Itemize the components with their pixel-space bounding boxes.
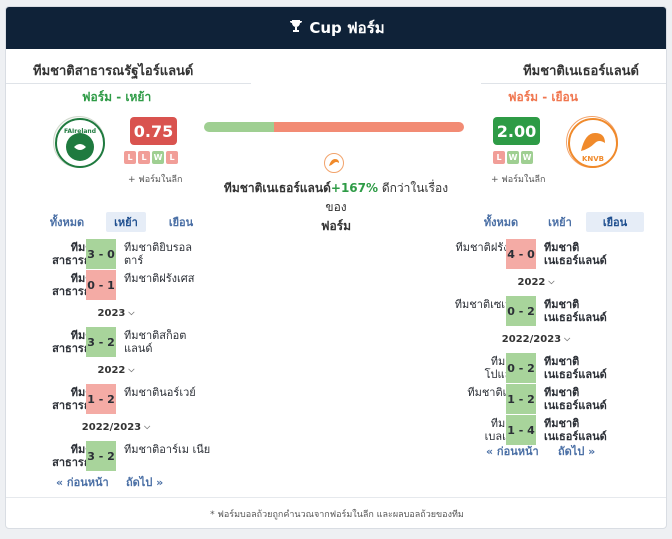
home-next-button[interactable]: ถัดไป » bbox=[126, 476, 164, 489]
match-score: 0 - 2 bbox=[506, 353, 536, 383]
match-row[interactable]: ทีมชาติฝรั่งเศส 4 - 0 ทีมชาติ เนเธอร์แลนด์ bbox=[436, 239, 636, 269]
match-away-team: ทีมชาตินอร์เวย์ bbox=[124, 386, 196, 399]
away-league-form-link[interactable]: + ฟอร์มในลีก bbox=[491, 175, 546, 185]
match-row[interactable]: ทีมชาติ เบลเยียม1 - 4ทีมชาติ เนเธอร์แลนด… bbox=[436, 415, 636, 445]
season-label: 2022 bbox=[517, 276, 546, 288]
match-row[interactable]: ทีมชาติ สาธารณรัฐ3 - 2ทีมชาติสก็อตแลนด์ bbox=[16, 327, 216, 357]
match-score: 0 - 1 bbox=[86, 270, 116, 300]
match-row[interactable]: ทีมชาติ สาธารณรัฐ3 - 0ทีมชาติยิบรอล ตาร์ bbox=[16, 239, 216, 269]
away-team-logo: KNVB bbox=[566, 116, 618, 168]
match-row[interactable]: ทีมชาติเซเนกัล 0 - 2 ทีมชาติ เนเธอร์แลนด์ bbox=[436, 296, 636, 326]
home-share-bar bbox=[204, 122, 275, 132]
footer-note: * ฟอร์มบอลถ้วยถูกคำนวณจากฟอร์มในลีก และผ… bbox=[210, 510, 464, 520]
comparison-summary: ทีมชาติเนเธอร์แลนด์+167% ดีกว่าในเรื่อง … bbox=[206, 179, 466, 236]
season-header[interactable]: 2022/2023 ⌵ bbox=[16, 417, 216, 437]
tab-away[interactable]: เยือน bbox=[586, 212, 644, 232]
away-form-score: 2.00 bbox=[493, 117, 540, 145]
match-score: 0 - 2 bbox=[506, 296, 536, 326]
home-form-label: ฟอร์ม - เหย้า bbox=[82, 90, 152, 104]
tab-away[interactable]: เยือน bbox=[168, 216, 194, 229]
away-mini-logo bbox=[324, 153, 344, 173]
season-label: 2022 bbox=[97, 364, 126, 376]
tab-all[interactable]: ทั้งหมด bbox=[483, 216, 519, 229]
match-away-team: ทีมชาติ เนเธอร์แลนด์ bbox=[544, 386, 607, 412]
recent-result-badge: L bbox=[166, 151, 178, 164]
match-score: 3 - 0 bbox=[86, 239, 116, 269]
match-row[interactable]: ทีมชาติ สาธารณรัฐ1 - 2ทีมชาตินอร์เวย์ bbox=[16, 384, 216, 414]
comparison-line3: ฟอร์ม bbox=[320, 219, 352, 233]
season-header[interactable]: 2023 ⌵ bbox=[16, 303, 216, 323]
match-score: 3 - 2 bbox=[86, 441, 116, 471]
away-share-bar bbox=[274, 122, 464, 132]
season-header[interactable]: 2022 ⌵ bbox=[436, 272, 636, 292]
match-away-team: ทีมชาติ เนเธอร์แลนด์ bbox=[544, 241, 607, 267]
home-prev-button[interactable]: « ก่อนหน้า bbox=[56, 476, 109, 489]
match-score: 1 - 2 bbox=[506, 384, 536, 414]
divider bbox=[481, 83, 666, 84]
recent-result-badge: W bbox=[521, 151, 533, 164]
comparison-team: ทีมชาติเนเธอร์แลนด์ bbox=[223, 181, 331, 195]
home-team-name: ทีมชาติสาธารณรัฐไอร์แลนด์ bbox=[33, 64, 194, 79]
trophy-icon bbox=[289, 19, 303, 37]
away-next-button[interactable]: ถัดไป » bbox=[558, 445, 596, 458]
away-match-list: ทีมชาติฝรั่งเศส 4 - 0 ทีมชาติ เนเธอร์แลนด์… bbox=[436, 239, 636, 471]
match-score: 3 - 2 bbox=[86, 327, 116, 357]
match-away-team: ทีมชาติ เนเธอร์แลนด์ bbox=[544, 298, 607, 324]
home-form-score: 0.75 bbox=[130, 117, 177, 145]
comparison-line2: ของ bbox=[325, 200, 347, 214]
tab-home[interactable]: เหย้า bbox=[106, 212, 146, 232]
away-team-name: ทีมชาติเนเธอร์แลนด์ bbox=[523, 64, 639, 79]
chevron-down-icon: ⌵ bbox=[548, 277, 555, 286]
season-header[interactable]: 2022 ⌵ bbox=[16, 360, 216, 380]
match-away-team: ทีมชาติยิบรอล ตาร์ bbox=[124, 241, 192, 267]
season-header[interactable]: 2022/2023 ⌵ bbox=[436, 329, 636, 349]
match-away-team: ทีมชาติฝรั่งเศส bbox=[124, 272, 195, 285]
card-header: Cup ฟอร์ม bbox=[6, 7, 666, 49]
home-league-form-link[interactable]: + ฟอร์มในลีก bbox=[128, 175, 183, 185]
match-away-team: ทีมชาติ เนเธอร์แลนด์ bbox=[544, 355, 607, 381]
match-away-team: ทีมชาติ เนเธอร์แลนด์ bbox=[544, 417, 607, 443]
comparison-percent: +167% bbox=[330, 181, 379, 195]
recent-result-badge: W bbox=[152, 151, 164, 164]
home-team-logo: FAIreland bbox=[53, 116, 105, 168]
cup-form-card: Cup ฟอร์ม ทีมชาติสาธารณรัฐไอร์แลนด์ ทีมช… bbox=[5, 6, 667, 529]
match-row[interactable]: ทีมชาติ โปแลนด์0 - 2ทีมชาติ เนเธอร์แลนด์ bbox=[436, 353, 636, 383]
recent-result-badge: L bbox=[493, 151, 505, 164]
recent-result-badge: W bbox=[507, 151, 519, 164]
match-row[interactable]: ทีมชาติ สาธารณรัฐ3 - 2ทีมชาติอาร์เม เนีย bbox=[16, 441, 216, 471]
match-away-team: ทีมชาติสก็อตแลนด์ bbox=[124, 329, 187, 355]
match-score: 4 - 0 bbox=[506, 239, 536, 269]
match-row[interactable]: ทีมชาติเวลส์ 1 - 2 ทีมชาติ เนเธอร์แลนด์ bbox=[436, 384, 636, 414]
chevron-down-icon: ⌵ bbox=[564, 334, 571, 343]
season-label: 2022/2023 bbox=[81, 421, 142, 433]
divider bbox=[6, 497, 666, 498]
away-form-label: ฟอร์ม - เยือน bbox=[508, 90, 578, 104]
match-row[interactable]: ทีมชาติ สาธารณรัฐ0 - 1ทีมชาติฝรั่งเศส bbox=[16, 270, 216, 300]
tab-home[interactable]: เหย้า bbox=[548, 216, 572, 229]
season-label: 2022/2023 bbox=[501, 333, 562, 345]
chevron-down-icon: ⌵ bbox=[128, 308, 135, 317]
home-match-list: ทีมชาติ สาธารณรัฐ3 - 0ทีมชาติยิบรอล ตาร์… bbox=[16, 239, 216, 471]
match-away-team: ทีมชาติอาร์เม เนีย bbox=[124, 443, 211, 456]
away-logo-text: KNVB bbox=[582, 155, 604, 163]
recent-result-badge: L bbox=[138, 151, 150, 164]
comparison-text: ดีกว่าในเรื่อง bbox=[378, 181, 449, 195]
recent-result-badge: L bbox=[124, 151, 136, 164]
form-comparison-bar bbox=[204, 122, 464, 132]
divider bbox=[6, 83, 251, 84]
tab-all[interactable]: ทั้งหมด bbox=[49, 216, 85, 229]
chevron-down-icon: ⌵ bbox=[128, 365, 135, 374]
away-tabs: ทั้งหมด เหย้า เยือน bbox=[468, 212, 644, 232]
season-label: 2023 bbox=[97, 307, 126, 319]
home-tabs: ทั้งหมด เหย้า เยือน bbox=[34, 212, 210, 232]
home-logo-text: FAIreland bbox=[64, 128, 96, 135]
match-score: 1 - 2 bbox=[86, 384, 116, 414]
match-score: 1 - 4 bbox=[506, 415, 536, 445]
away-prev-button[interactable]: « ก่อนหน้า bbox=[486, 445, 539, 458]
card-title: Cup ฟอร์ม bbox=[309, 19, 385, 37]
chevron-down-icon: ⌵ bbox=[144, 422, 151, 431]
